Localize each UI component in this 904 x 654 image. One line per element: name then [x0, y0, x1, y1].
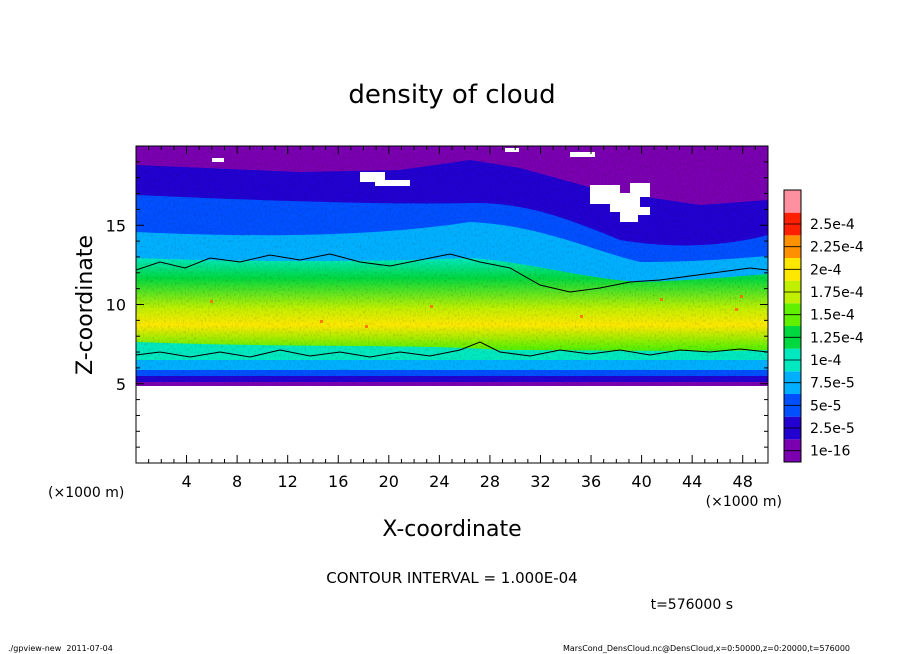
x-tick-label: 36 — [581, 472, 601, 491]
colorbar-label: 2.5e-5 — [810, 421, 855, 437]
x-tick-label: 40 — [631, 472, 651, 491]
colorbar-label: 1e-4 — [810, 353, 842, 369]
x-tick-label: 12 — [278, 472, 298, 491]
footer-right: MarsCond_DensCloud.nc@DensCloud,x=0:5000… — [563, 644, 850, 653]
colorbar-label: 1e-16 — [810, 444, 850, 460]
heatmap-field — [136, 146, 768, 386]
colorbar: 1e-16 2.5e-5 5e-5 7.5e-5 1e-4 1.25e-4 1.5e-4 1.… — [783, 189, 864, 463]
y-tick-label: 10 — [106, 296, 126, 315]
x-tick-label: 8 — [232, 472, 242, 491]
colorbar-label: 1.75e-4 — [810, 285, 864, 301]
colorbar-frame — [783, 189, 802, 463]
colorbar-label: 5e-5 — [810, 398, 841, 414]
y-tick-label: 5 — [116, 375, 126, 394]
y-axis-ticks: 5 10 15 — [106, 161, 768, 448]
colorbar-label: 2e-4 — [810, 262, 842, 278]
x-tick-label: 20 — [379, 472, 399, 491]
x-axis-unit: (×1000 m) — [706, 494, 782, 510]
contour-interval-text: CONTOUR INTERVAL = 1.000E-04 — [326, 569, 577, 587]
x-tick-label: 48 — [733, 472, 753, 491]
x-tick-label: 32 — [530, 472, 550, 491]
colorbar-label: 2.5e-4 — [810, 217, 855, 233]
x-axis-label: X-coordinate — [382, 517, 521, 542]
y-tick-label: 15 — [106, 216, 126, 235]
colorbar-label: 7.5e-5 — [810, 376, 855, 392]
colorbar-label: 1.25e-4 — [810, 330, 864, 346]
x-tick-label: 28 — [480, 472, 500, 491]
colorbar-swatch — [784, 190, 801, 213]
x-tick-label: 44 — [682, 472, 702, 491]
plot-area — [136, 146, 768, 463]
chart-title: density of cloud — [348, 80, 555, 110]
time-text: t=576000 s — [651, 597, 733, 613]
x-axis-ticks: 4 8 12 16 20 24 28 32 36 40 44 48 — [148, 146, 756, 491]
x-tick-label: 4 — [181, 472, 191, 491]
x-tick-label: 24 — [429, 472, 449, 491]
y-axis-label: Z-coordinate — [73, 235, 98, 375]
contour-line-upper — [136, 253, 768, 293]
colorbar-label: 2.25e-4 — [810, 240, 864, 256]
colorbar-label: 1.5e-4 — [810, 308, 855, 324]
footer-left: ./gpview-new 2011-07-04 — [8, 644, 113, 653]
y-axis-unit: (×1000 m) — [48, 485, 124, 501]
contour-line-lower — [136, 341, 768, 358]
x-tick-label: 16 — [328, 472, 348, 491]
